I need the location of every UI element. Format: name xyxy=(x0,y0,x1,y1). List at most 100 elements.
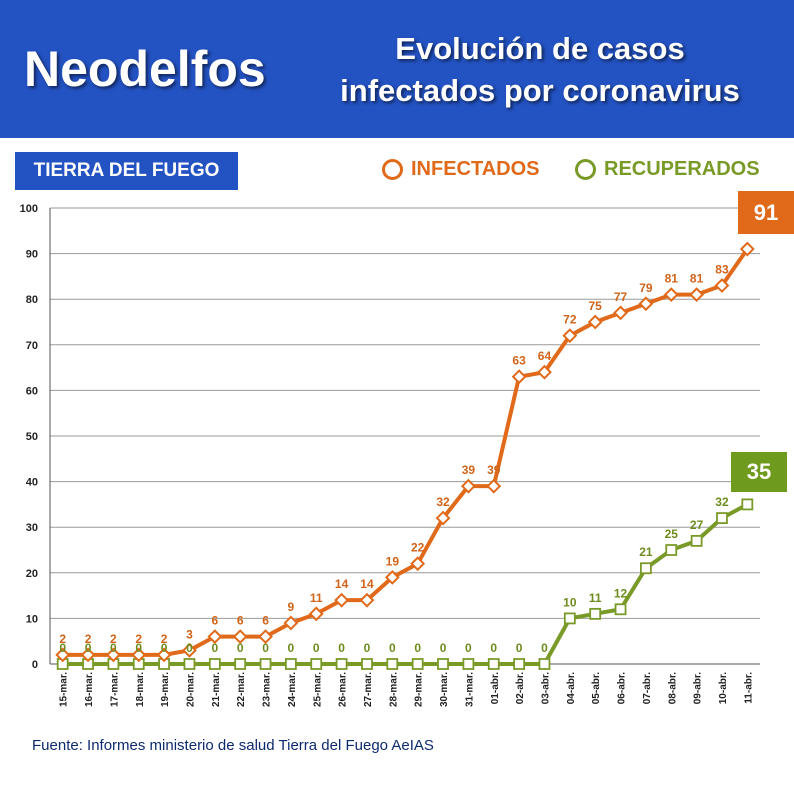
x-tick-label: 17-mar. xyxy=(109,672,120,707)
data-label-infectados: 39 xyxy=(462,463,476,477)
point-recuperados xyxy=(183,658,196,670)
point-infectados xyxy=(359,592,375,608)
point-recuperados xyxy=(589,607,602,620)
data-label-infectados: 32 xyxy=(436,495,450,509)
data-label-infectados: 83 xyxy=(715,263,729,277)
x-tick-label: 10-abr. xyxy=(718,672,729,704)
point-recuperados xyxy=(462,658,475,670)
point-infectados xyxy=(537,364,552,380)
infected-last-value-badge: 91 xyxy=(738,191,794,234)
data-label-infectados: 14 xyxy=(335,577,349,591)
point-recuperados xyxy=(411,658,424,670)
chart-title-line1: Evolución de casos xyxy=(395,31,685,66)
data-label-infectados: 19 xyxy=(386,554,400,568)
x-tick-label: 30-mar. xyxy=(439,672,450,707)
data-label-recuperados: 0 xyxy=(440,641,447,655)
point-recuperados xyxy=(284,658,297,670)
data-label-recuperados: 0 xyxy=(186,641,193,655)
legend-recovered: RECUPERADOS xyxy=(575,158,760,181)
x-tick-label: 27-mar. xyxy=(363,672,374,707)
x-tick-label: 26-mar. xyxy=(338,672,349,707)
data-label-infectados: 77 xyxy=(614,290,628,304)
data-label-infectados: 81 xyxy=(690,272,704,286)
x-tick-label: 08-abr. xyxy=(667,672,678,704)
point-infectados xyxy=(435,510,451,526)
data-label-infectados: 9 xyxy=(288,600,295,614)
point-recuperados xyxy=(335,658,348,670)
y-tick-label: 90 xyxy=(26,249,38,261)
point-infectados xyxy=(131,647,147,663)
legend-infected-label: INFECTADOS xyxy=(411,158,540,180)
data-label-infectados: 64 xyxy=(538,349,552,363)
data-label-recuperados: 0 xyxy=(59,641,66,655)
y-tick-label: 80 xyxy=(26,294,38,306)
point-infectados xyxy=(105,647,121,663)
point-infectados xyxy=(334,592,350,608)
point-infectados xyxy=(283,615,299,631)
data-label-recuperados: 0 xyxy=(288,641,295,655)
data-label-infectados: 11 xyxy=(310,591,323,605)
y-tick-label: 100 xyxy=(20,203,38,215)
data-label-recuperados: 0 xyxy=(211,641,218,655)
header-banner: Neodelfos Evolución de casos infectados … xyxy=(0,0,794,138)
region-label: TIERRA DEL FUEGO xyxy=(15,152,238,190)
point-recuperados xyxy=(538,658,551,670)
data-label-infectados: 79 xyxy=(639,281,653,295)
data-label-recuperados: 0 xyxy=(490,641,497,655)
data-label-infectados: 2 xyxy=(161,632,168,646)
data-label-recuperados: 0 xyxy=(516,641,523,655)
x-tick-label: 29-mar. xyxy=(414,672,425,707)
data-label-infectados: 39 xyxy=(487,463,501,477)
point-recuperados xyxy=(665,544,678,556)
y-tick-label: 50 xyxy=(26,431,38,443)
point-infectados xyxy=(689,287,705,303)
point-infectados xyxy=(739,241,755,257)
x-tick-label: 21-mar. xyxy=(211,672,222,707)
point-infectados xyxy=(638,296,654,312)
point-infectados xyxy=(156,647,172,663)
point-recuperados xyxy=(437,658,449,670)
x-tick-label: 11-abr. xyxy=(743,672,754,704)
x-tick-label: 28-mar. xyxy=(388,672,399,707)
data-label-infectados: 63 xyxy=(512,354,526,368)
data-label-recuperados: 0 xyxy=(465,641,472,655)
x-tick-label: 03-abr. xyxy=(540,672,551,704)
x-tick-label: 06-abr. xyxy=(617,672,628,704)
x-tick-label: 02-abr. xyxy=(515,672,526,704)
legend-recovered-label: RECUPERADOS xyxy=(604,158,760,180)
data-label-infectados: 81 xyxy=(665,272,679,286)
data-label-infectados: 6 xyxy=(211,614,218,628)
data-label-recuperados: 0 xyxy=(262,641,269,655)
data-label-recuperados: 11 xyxy=(589,591,602,605)
x-tick-label: 23-mar. xyxy=(262,672,273,707)
point-recuperados xyxy=(310,658,323,670)
series-line-infectados xyxy=(62,247,749,657)
point-infectados xyxy=(80,647,96,663)
source-note: Fuente: Informes ministerio de salud Tie… xyxy=(32,737,434,754)
point-recuperados xyxy=(259,658,272,670)
point-recuperados xyxy=(690,534,703,547)
x-tick-label: 01-abr. xyxy=(490,672,501,704)
recovered-last-value-badge: 35 xyxy=(731,452,787,492)
x-tick-label: 04-abr. xyxy=(566,672,577,704)
point-infectados xyxy=(410,556,426,572)
point-infectados xyxy=(182,642,197,658)
y-tick-label: 60 xyxy=(26,385,38,397)
point-infectados xyxy=(613,305,628,321)
point-infectados xyxy=(207,629,223,645)
point-recuperados xyxy=(614,603,627,616)
data-label-recuperados: 0 xyxy=(338,641,345,655)
data-label-recuperados: 0 xyxy=(135,641,142,655)
point-recuperados xyxy=(487,658,500,670)
point-infectados xyxy=(258,629,273,645)
data-label-infectados: 14 xyxy=(360,577,374,591)
data-label-infectados: 75 xyxy=(588,299,602,313)
point-infectados xyxy=(232,629,248,645)
y-tick-label: 70 xyxy=(26,340,38,352)
point-recuperados xyxy=(716,512,728,524)
data-label-recuperados: 27 xyxy=(690,518,704,532)
x-tick-label: 19-mar. xyxy=(160,672,171,707)
point-infectados xyxy=(562,328,578,344)
data-label-recuperados: 12 xyxy=(614,586,628,600)
point-infectados xyxy=(308,606,324,622)
